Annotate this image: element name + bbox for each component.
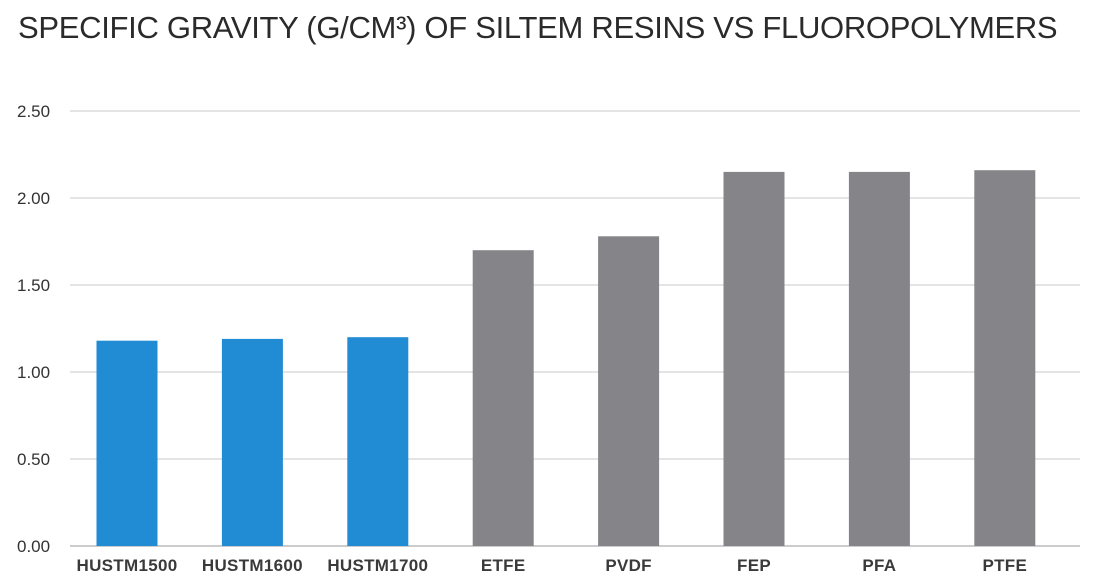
- x-axis-tick-labels: HUSTM1500 HUSTM1600 HUSTM1700 ETFE PVDF FEP PF…: [77, 556, 1027, 575]
- gridlines: [70, 110, 1080, 547]
- bar-ptfe: [974, 170, 1036, 546]
- bar-pvdf: [598, 236, 660, 547]
- bar-hustm1500: [96, 340, 158, 546]
- bar-pfa: [848, 171, 910, 546]
- y-tick-label: 0.00: [17, 537, 50, 556]
- bar-hustm1700: [347, 337, 409, 546]
- x-tick-label: HUSTM1600: [202, 556, 303, 575]
- bar-etfe: [472, 250, 534, 546]
- x-tick-label: ETFE: [481, 556, 526, 575]
- bar-hustm1600: [221, 338, 283, 546]
- x-tick-label: HUSTM1700: [327, 556, 428, 575]
- y-tick-label: 2.00: [17, 189, 50, 208]
- y-axis-tick-labels: 0.00 0.50 1.00 1.50 2.00 2.50: [17, 102, 50, 556]
- x-tick-label: PVDF: [605, 556, 652, 575]
- y-tick-label: 0.50: [17, 450, 50, 469]
- y-tick-label: 2.50: [17, 102, 50, 121]
- bar-fep: [723, 171, 785, 546]
- y-tick-label: 1.50: [17, 276, 50, 295]
- bars: [96, 170, 1036, 547]
- x-tick-label: PTFE: [982, 556, 1027, 575]
- x-tick-label: HUSTM1500: [77, 556, 178, 575]
- chart-title: SPECIFIC GRAVITY (G/CM³) OF SILTEM RESIN…: [18, 10, 1058, 45]
- y-tick-label: 1.00: [17, 363, 50, 382]
- x-tick-label: FEP: [737, 556, 771, 575]
- x-tick-label: PFA: [862, 556, 896, 575]
